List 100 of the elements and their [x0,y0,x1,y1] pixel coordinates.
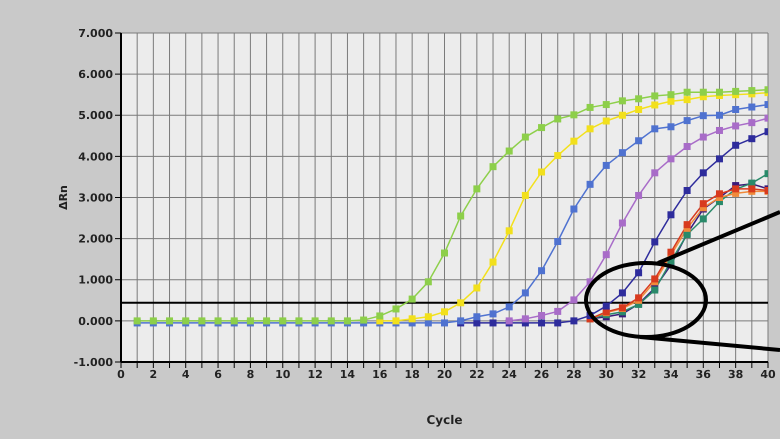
point [441,250,448,257]
point [457,212,464,220]
x-tick-label: 18 [404,368,420,381]
x-tick-label: 8 [246,368,254,381]
point [635,192,642,199]
point [651,101,658,108]
point [716,126,723,134]
point [684,88,691,96]
point [473,284,480,292]
x-tick-label: 22 [469,368,485,381]
point [618,112,626,119]
point [651,125,658,132]
x-tick-label: 40 [760,368,776,381]
x-tick-label: 24 [502,368,518,381]
y-axis-title: ΔRn [56,185,70,210]
point [538,312,546,320]
point [700,88,707,96]
point [667,98,674,105]
point [424,278,432,286]
point [490,319,497,326]
x-tick-label: 28 [566,368,582,381]
point [732,106,740,113]
point [618,219,626,226]
point [684,117,691,124]
point [490,163,497,170]
point [618,289,626,296]
y-tick-label: 5.000 [78,109,114,122]
point [684,187,691,194]
point [667,123,674,130]
point [602,162,610,169]
point [538,124,546,132]
point [441,319,448,326]
point [684,221,691,228]
point [748,185,756,192]
y-tick-label: -1.000 [74,356,114,369]
point [506,227,513,234]
point [570,111,578,118]
point [732,122,740,130]
point [684,96,691,104]
x-tick-label: 12 [307,368,323,381]
x-tick-label: 14 [340,368,356,381]
point [392,305,400,312]
x-tick-label: 36 [696,368,712,381]
point [506,303,513,310]
point [538,267,546,274]
point [748,87,756,94]
point [667,155,674,162]
point [441,308,448,316]
point [522,289,529,296]
x-tick-label: 34 [663,368,679,381]
point [732,142,740,149]
point [667,248,674,256]
point [651,286,658,294]
point [700,169,707,176]
x-axis-title: Cycle [426,413,462,427]
point [748,135,756,142]
point [538,168,546,176]
x-tick-label: 38 [728,368,744,381]
point [554,152,562,160]
point [586,104,594,111]
y-tick-label: 4.000 [78,150,114,164]
point [602,101,610,108]
point [554,319,562,326]
x-tick-label: 2 [150,368,158,381]
point [651,238,658,246]
y-tick-label: 0.000 [78,314,114,328]
point [716,155,723,162]
point [716,190,723,198]
point [651,169,658,176]
point [748,104,756,111]
point [490,258,497,266]
point [473,185,480,192]
point [700,134,707,141]
point [635,137,642,144]
point [570,138,578,145]
y-tick-label: 7.000 [78,26,114,40]
x-tick-label: 32 [630,368,646,381]
point [490,310,497,318]
point [360,316,368,324]
point [635,95,642,102]
point [554,308,562,315]
point [570,317,578,324]
point [554,238,562,246]
point [424,313,432,320]
point [522,192,529,199]
point [457,299,464,306]
point [473,313,480,320]
y-tick-label: 3.000 [78,191,114,204]
point [586,180,594,188]
point [602,251,610,258]
point [716,112,723,119]
point [408,315,416,322]
point [554,115,562,122]
x-tick-label: 10 [275,368,291,381]
x-tick-label: 26 [534,368,550,381]
point [376,312,384,320]
point [602,118,610,125]
point [684,143,691,150]
x-tick-label: 4 [182,368,190,381]
y-tick-label: 1.000 [78,274,114,287]
